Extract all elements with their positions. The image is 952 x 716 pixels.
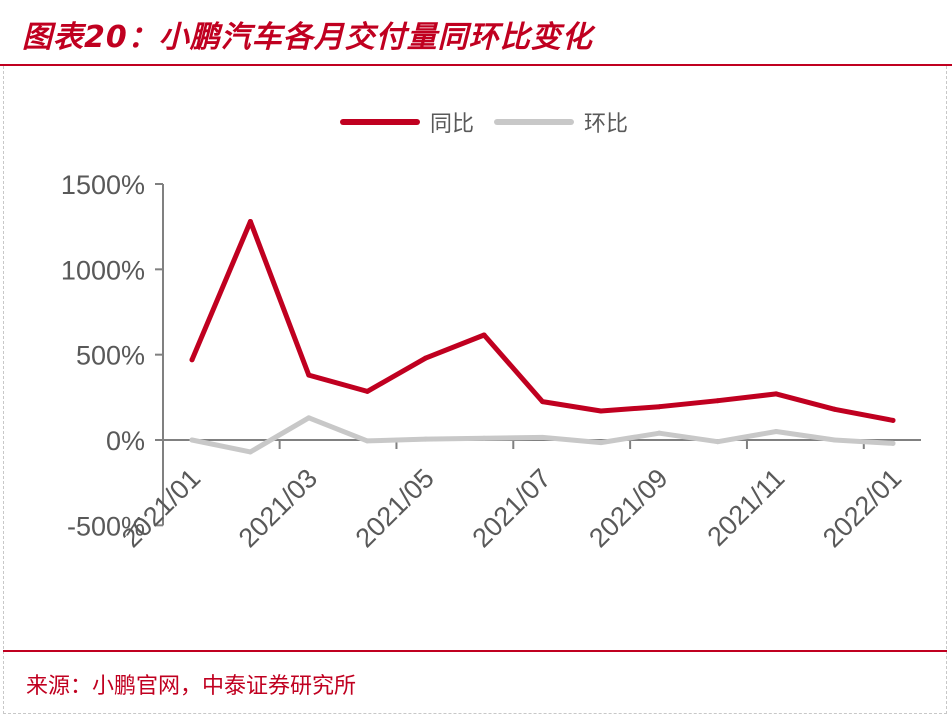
data-point <box>364 388 370 394</box>
x-tick-label: 2021/11 <box>702 463 791 552</box>
x-tick-label: 2021/09 <box>583 463 673 553</box>
y-axis: 1500% 1000% 500% 0% -500% <box>61 170 164 541</box>
data-point <box>773 428 779 434</box>
legend: 同比 环比 <box>340 112 628 137</box>
data-point <box>247 219 253 225</box>
data-point <box>832 437 838 443</box>
data-point <box>364 438 370 444</box>
data-point <box>773 391 779 397</box>
legend-label-yoy: 同比 <box>430 112 474 137</box>
figure-header: 图表20：小鹏汽车各月交付量同环比变化 <box>0 0 952 66</box>
series-line-mom <box>189 415 896 455</box>
data-point <box>247 449 253 455</box>
x-tick-label: 2021/01 <box>116 463 206 553</box>
data-point <box>890 417 896 423</box>
data-point <box>715 398 721 404</box>
data-point <box>715 439 721 445</box>
source-note: 来源：小鹏官网，中泰证券研究所 <box>26 674 357 699</box>
series-line-yoy <box>189 219 896 423</box>
legend-label-mom: 环比 <box>584 112 628 137</box>
y-tick-label: 1000% <box>61 255 145 285</box>
series-line-yoy-group <box>189 219 896 423</box>
data-point <box>890 440 896 446</box>
figure-frame <box>3 66 947 714</box>
data-point <box>189 437 195 443</box>
data-point <box>540 399 545 405</box>
x-tick-label: 2021/03 <box>233 463 323 553</box>
y-tick-label: 1500% <box>61 170 145 200</box>
data-point <box>832 406 838 412</box>
data-point <box>481 332 487 338</box>
x-tick-label: 2021/07 <box>467 463 557 553</box>
data-point <box>306 372 312 378</box>
y-tick-label: 0% <box>106 426 145 456</box>
data-point <box>540 434 545 440</box>
data-point <box>598 408 604 414</box>
figure-title: 图表20：小鹏汽车各月交付量同环比变化 <box>22 20 593 55</box>
data-point <box>306 415 312 421</box>
data-point <box>423 436 429 442</box>
footer-divider <box>3 650 947 652</box>
data-point <box>189 357 195 363</box>
x-tick-label: 2021/05 <box>350 463 440 553</box>
series-lines <box>189 219 896 455</box>
data-point <box>481 435 487 441</box>
y-tick-label: 500% <box>76 341 145 371</box>
y-tick-label: -500% <box>67 511 145 541</box>
data-point <box>656 404 662 410</box>
data-point <box>423 355 429 361</box>
x-axis: 2021/01 2021/03 2021/05 2021/07 2021/09 2021/… <box>116 439 921 553</box>
line-chart: 同比 环比 1500%1000%500%0%-500% 2021/01 2021/… <box>61 112 921 553</box>
data-point <box>598 440 604 446</box>
x-tick-label: 2022/01 <box>817 463 907 553</box>
series-line-mom-group <box>189 415 896 455</box>
data-point <box>656 430 662 436</box>
